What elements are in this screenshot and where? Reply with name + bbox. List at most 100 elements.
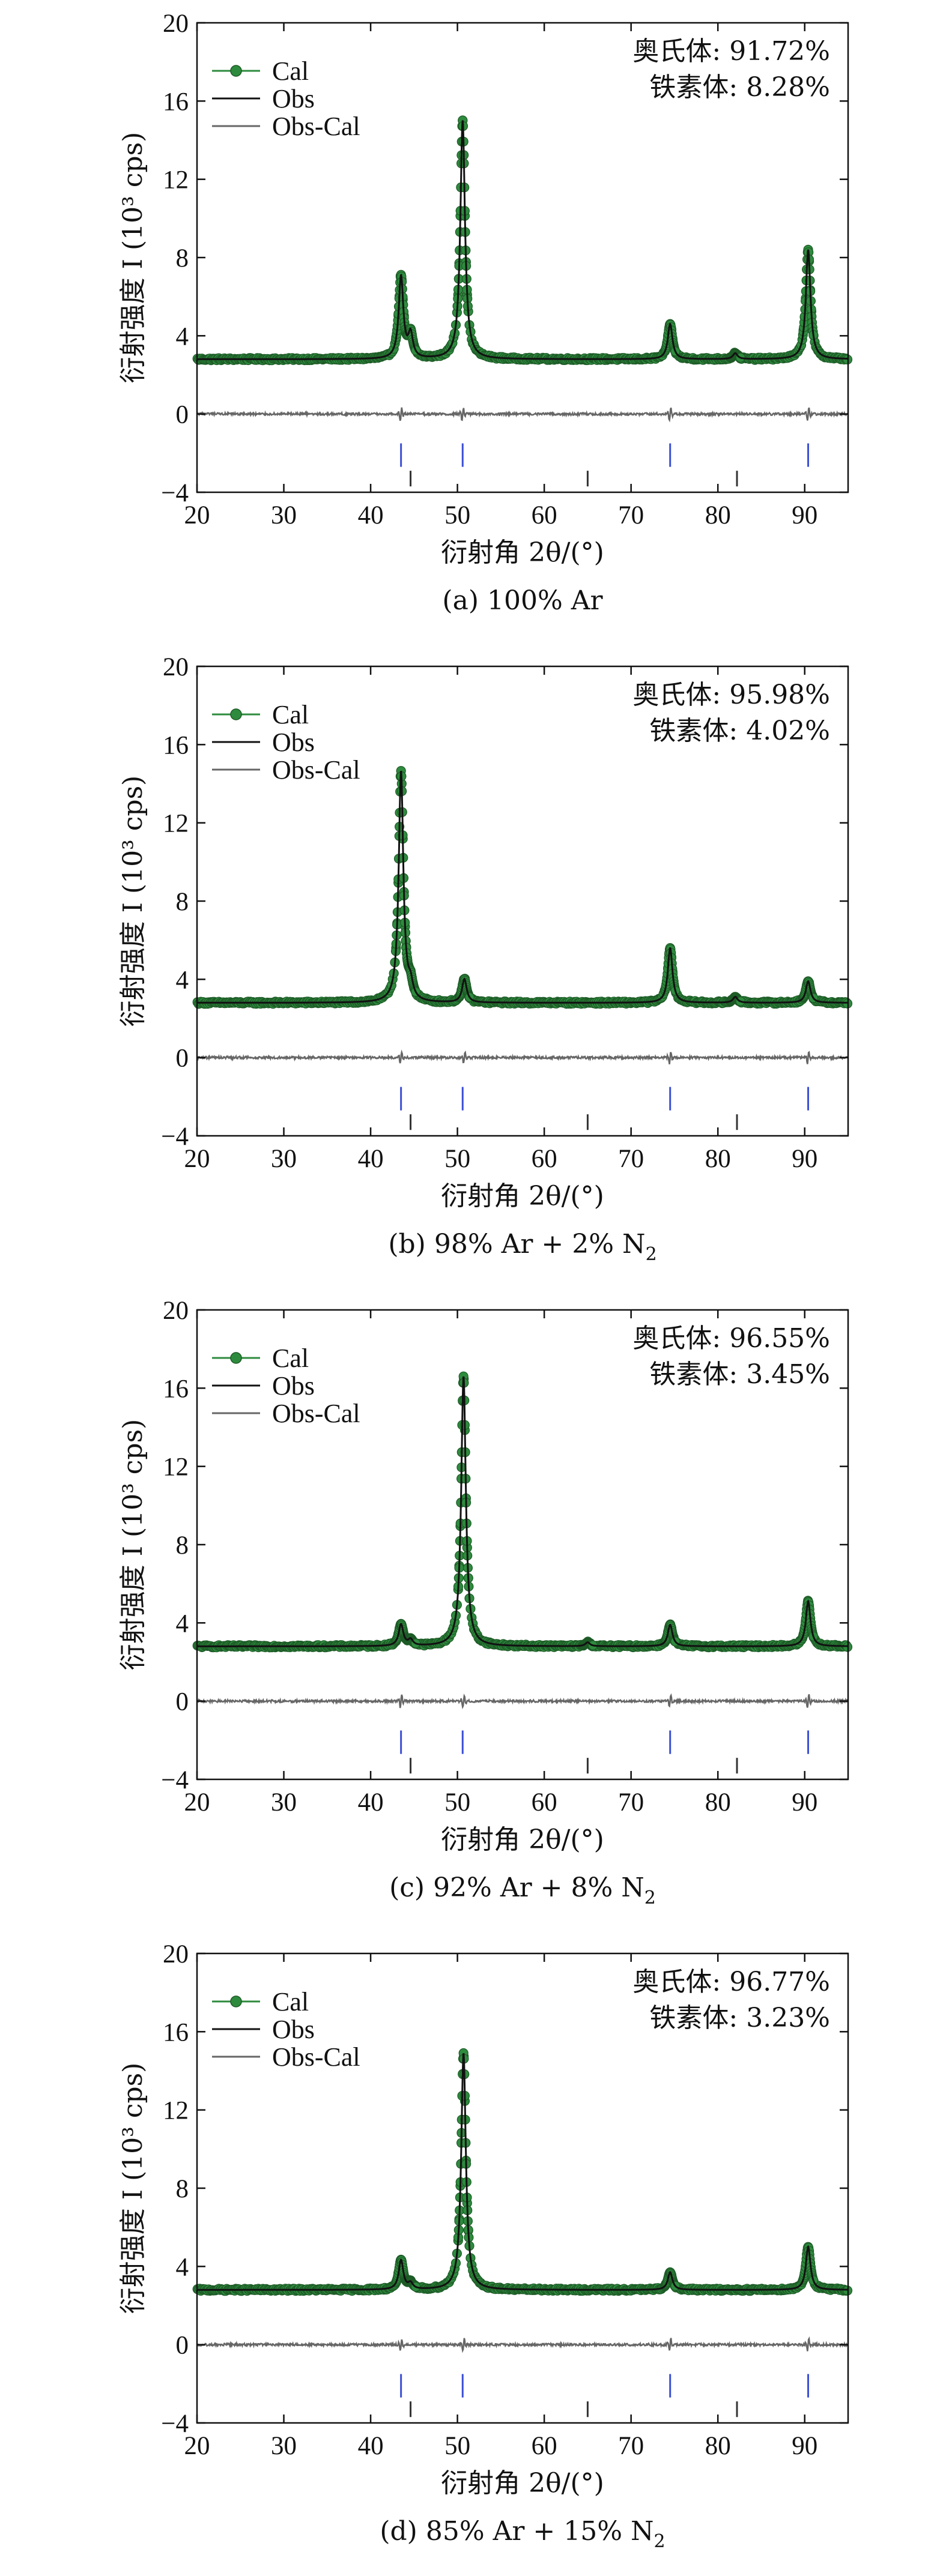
chart-panel-d: 20 30 40 50 60 70 80 90 −4 0 4 8 12 16 20 衍射角 2θ/(°) 衍射强… [0,1931,946,2567]
y-tick-label: 4 [176,966,189,994]
legend-cal-marker [230,1995,242,2007]
y-tick-label: 20 [163,653,189,681]
chart-svg: 20 30 40 50 60 70 80 90 −4 0 4 8 12 16 20 衍射角 2θ/(°) 衍射强… [118,1297,853,1908]
y-tick-label: 4 [176,2253,189,2281]
y-tick-label: 12 [163,1453,189,1482]
obs-cal-series [196,1049,849,1065]
obs-series [197,120,848,360]
x-tick-label: 50 [444,501,470,529]
legend-cal-label: Cal [272,56,309,86]
y-tick-label: 16 [163,2018,189,2047]
x-tick-label: 20 [184,1788,210,1817]
y-tick-label: 4 [176,1609,189,1638]
x-tick-label: 60 [532,1145,557,1173]
x-tick-label: 50 [444,2432,470,2460]
y-tick-label: 16 [163,88,189,116]
x-tick-label: 40 [358,501,384,529]
ferrite-fraction: 铁素体: 4.02% [649,716,830,746]
obs-series [197,2053,848,2291]
x-tick-label: 70 [618,1788,644,1817]
obs-cal-series [196,407,849,423]
panel-caption: (c) 92% Ar + 8% N2 [389,1872,656,1908]
y-axis-label: 衍射强度 I (10³ cps) [118,776,148,1027]
x-tick-label: 40 [358,2432,384,2460]
legend-obs-cal-label: Obs-Cal [272,1399,360,1428]
chart-svg: 20 30 40 50 60 70 80 90 −4 0 4 8 12 16 20 衍射角 2θ/(°) 衍射强… [118,10,853,616]
y-tick-label: −4 [161,479,189,507]
x-axis-label: 衍射角 2θ/(°) [441,537,604,568]
austenite-fraction: 奥氏体: 96.55% [632,1323,830,1354]
y-axis-label: 衍射强度 I (10³ cps) [118,1419,148,1671]
x-tick-label: 80 [705,1145,731,1173]
x-tick-label: 90 [792,2432,817,2460]
panel-caption: (b) 98% Ar + 2% N2 [388,1229,656,1265]
legend-obs-cal-label: Obs-Cal [272,2042,360,2072]
legend-obs-cal-label: Obs-Cal [272,112,360,141]
legend-cal-marker [230,1352,242,1364]
cal-series [192,115,853,366]
panel-caption: (a) 100% Ar [442,585,603,616]
legend-obs-label: Obs [272,1371,315,1401]
y-tick-label: 8 [176,1531,189,1560]
y-tick-label: 8 [176,888,189,916]
legend-obs-label: Obs [272,84,315,113]
x-tick-label: 20 [184,501,210,529]
x-axis-label: 衍射角 2θ/(°) [441,1181,604,1211]
y-tick-label: 0 [176,401,189,429]
y-tick-label: 20 [163,1297,189,1325]
x-tick-label: 30 [271,2432,297,2460]
y-tick-label: 20 [163,10,189,38]
y-tick-label: 4 [176,322,189,351]
cal-series [192,2048,853,2296]
y-tick-label: 12 [163,810,189,838]
x-tick-label: 70 [618,501,644,529]
y-tick-label: 0 [176,1045,189,1073]
obs-cal-series [196,2336,848,2353]
y-axis-label: 衍射强度 I (10³ cps) [118,132,148,384]
y-tick-label: 0 [176,1688,189,1716]
y-tick-label: −4 [161,1123,189,1151]
y-tick-label: 12 [163,2097,189,2125]
chart-panel-b: 20 30 40 50 60 70 80 90 −4 0 4 8 12 16 20 衍射角 2θ/(°) 衍射强… [0,644,946,1280]
obs-cal-series [196,1693,848,1710]
legend-obs-label: Obs [272,2015,315,2044]
x-tick-label: 50 [444,1145,470,1173]
ferrite-fraction: 铁素体: 3.45% [649,1359,830,1390]
panel-caption: (d) 85% Ar + 15% N2 [380,2516,665,2552]
obs-series [197,1376,848,1647]
austenite-fraction: 奥氏体: 95.98% [632,680,830,710]
y-tick-label: 0 [176,2332,189,2360]
x-tick-label: 90 [792,501,817,529]
x-tick-label: 80 [705,1788,731,1817]
y-tick-label: 16 [163,731,189,759]
x-tick-label: 40 [358,1788,384,1817]
austenite-fraction: 奥氏体: 91.72% [632,36,830,67]
x-axis-label: 衍射角 2θ/(°) [441,2468,604,2499]
ferrite-fraction: 铁素体: 8.28% [649,72,830,103]
x-tick-label: 50 [444,1788,470,1817]
legend-cal-label: Cal [272,700,309,729]
x-tick-label: 60 [532,2432,557,2460]
y-tick-label: 16 [163,1375,189,1403]
x-tick-label: 40 [358,1145,384,1173]
chart-svg: 20 30 40 50 60 70 80 90 −4 0 4 8 12 16 20 衍射角 2θ/(°) 衍射强… [118,653,853,1265]
x-tick-label: 60 [532,1788,557,1817]
y-axis-label: 衍射强度 I (10³ cps) [118,2063,148,2314]
x-tick-label: 30 [271,1788,297,1817]
y-tick-label: −4 [161,2410,189,2438]
legend-obs-cal-label: Obs-Cal [272,755,360,785]
chart-svg: 20 30 40 50 60 70 80 90 −4 0 4 8 12 16 20 衍射角 2θ/(°) 衍射强… [118,1940,853,2552]
obs-series [197,770,848,1004]
austenite-fraction: 奥氏体: 96.77% [632,1967,830,1997]
x-tick-label: 90 [792,1145,817,1173]
y-tick-label: 20 [163,1940,189,1968]
chart-panel-c: 20 30 40 50 60 70 80 90 −4 0 4 8 12 16 20 衍射角 2θ/(°) 衍射强… [0,1287,946,1923]
x-tick-label: 70 [618,1145,644,1173]
x-tick-label: 80 [705,501,731,529]
legend-cal-marker [230,65,242,77]
chart-panel-a: 20 30 40 50 60 70 80 90 −4 0 4 8 12 16 20 衍射角 2θ/(°) 衍射强… [0,0,946,636]
